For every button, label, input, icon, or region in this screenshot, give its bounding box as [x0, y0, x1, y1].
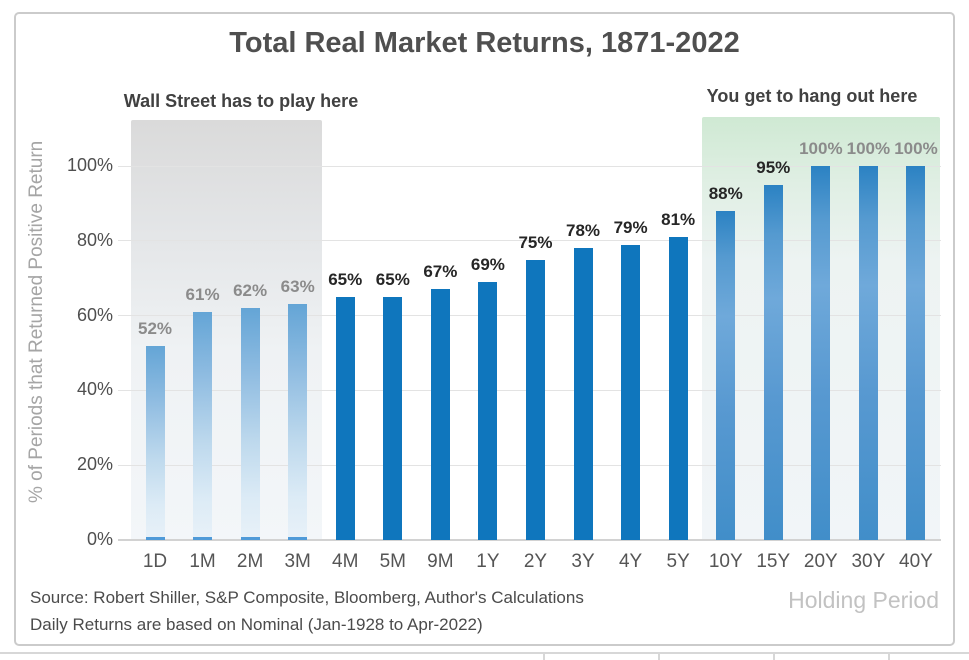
x-tick-15Y: 15Y — [756, 551, 791, 572]
annotation-wall-street: Wall Street has to play here — [123, 91, 359, 111]
bar-value-label-2Y: 75% — [518, 232, 553, 252]
bar-value-label-1M: 61% — [185, 284, 220, 304]
y-tick-40%: 40% — [76, 379, 113, 400]
x-tick-40Y: 40Y — [899, 551, 933, 572]
cutoff-table-top-border — [0, 652, 969, 654]
bar-value-label-4Y: 79% — [613, 217, 648, 237]
x-tick-4M: 4M — [332, 551, 359, 572]
bar-10Y — [716, 210, 736, 540]
source-note: Source: Robert Shiller, S&P Composite, B… — [30, 584, 584, 638]
cutoff-table-column-separator-1 — [543, 653, 545, 660]
y-tick-80%: 80% — [76, 229, 113, 250]
bar-4Y — [621, 244, 641, 540]
x-axis-title: Holding Period — [788, 587, 939, 613]
bar-1Y — [478, 281, 498, 540]
x-tick-3M: 3M — [284, 551, 311, 572]
bar-value-label-9M: 67% — [423, 262, 458, 282]
x-tick-9M: 9M — [427, 551, 454, 572]
x-tick-4Y: 4Y — [618, 551, 643, 572]
y-tick-0%: 0% — [86, 529, 113, 549]
bar-3Y — [573, 248, 593, 540]
bar-value-label-20Y: 100% — [799, 139, 843, 158]
gridline-100% — [118, 165, 941, 167]
bar-3M — [288, 304, 308, 540]
bar-2Y — [525, 259, 545, 540]
annotation-hang-out: You get to hang out here — [706, 86, 918, 106]
bar-20Y — [811, 166, 831, 540]
bar-1M — [193, 311, 213, 541]
x-tick-1D: 1D — [142, 551, 168, 572]
bar-value-label-1Y: 69% — [470, 254, 505, 274]
gridline-80% — [118, 240, 941, 242]
bar-4M — [335, 296, 355, 540]
x-tick-2M: 2M — [236, 551, 264, 572]
x-tick-5Y: 5Y — [666, 551, 690, 572]
bar-value-label-15Y: 95% — [756, 157, 791, 177]
x-tick-5M: 5M — [379, 551, 406, 572]
x-tick-30Y: 30Y — [851, 551, 886, 572]
x-tick-2Y: 2Y — [523, 551, 548, 572]
y-tick-100%: 100% — [66, 155, 113, 175]
bar-value-label-40Y: 100% — [894, 139, 938, 158]
bar-value-label-3M: 63% — [280, 277, 315, 297]
gridline-0% — [118, 539, 941, 541]
plot-area: 52% 61% 62% 63% 65% 65% 67% 69% 75% 78% 79% 81% 88% 9… — [118, 100, 941, 541]
x-tick-3Y: 3Y — [571, 551, 595, 572]
bar-9M — [430, 289, 450, 540]
bar-2M — [240, 308, 260, 540]
x-tick-1Y: 1Y — [476, 551, 500, 572]
x-tick-10Y: 10Y — [708, 551, 743, 572]
bar-1D — [145, 345, 165, 541]
y-tick-20%: 20% — [76, 454, 113, 475]
source-line-2: Daily Returns are based on Nominal (Jan-… — [30, 615, 483, 634]
bar-value-label-5M: 65% — [375, 269, 410, 289]
bar-value-label-3Y: 78% — [566, 221, 601, 241]
x-tick-20Y: 20Y — [803, 551, 838, 572]
bar-30Y — [858, 166, 878, 540]
cutoff-table-column-separator-2 — [658, 653, 660, 660]
bar-value-label-4M: 65% — [328, 269, 363, 289]
bar-value-label-2M: 62% — [233, 281, 268, 301]
source-line-1: Source: Robert Shiller, S&P Composite, B… — [30, 588, 584, 607]
chart-title: Total Real Market Returns, 1871-2022 — [229, 27, 740, 59]
bar-value-label-30Y: 100% — [846, 139, 891, 158]
bar-value-label-5Y: 81% — [661, 210, 696, 230]
bar-value-label-10Y: 88% — [708, 183, 743, 203]
bar-5M — [383, 296, 403, 540]
bar-5Y — [668, 237, 688, 540]
cutoff-table-column-separator-4 — [888, 653, 890, 660]
bar-40Y — [906, 166, 926, 540]
bar-value-label-1D: 52% — [137, 318, 173, 338]
x-tick-1M: 1M — [189, 551, 216, 572]
bar-15Y — [763, 184, 783, 540]
y-tick-60%: 60% — [76, 304, 113, 325]
cutoff-table-column-separator-3 — [773, 653, 775, 660]
